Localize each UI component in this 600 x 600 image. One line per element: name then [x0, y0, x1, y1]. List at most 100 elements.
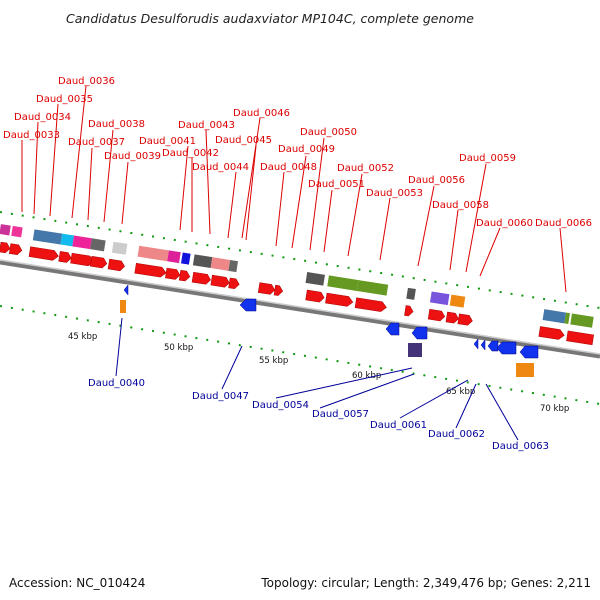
gene-label: Daud_0046 — [233, 108, 290, 119]
gene-arrow — [8, 243, 23, 256]
gene-arrow — [427, 308, 446, 322]
gene-label: Daud_0037 — [68, 137, 125, 148]
feature-block — [111, 241, 128, 255]
gene-label: Daud_0033 — [3, 130, 60, 141]
gene-label: Daud_0062 — [428, 429, 485, 440]
leader-line — [221, 345, 243, 390]
leader-line — [417, 185, 435, 267]
feature-block — [137, 245, 169, 262]
gene-label: Daud_0052 — [337, 163, 394, 174]
leader-line — [485, 383, 519, 441]
gene-arrow — [107, 258, 125, 272]
tick-label-45: 45 kbp — [68, 332, 97, 342]
leader-line — [227, 171, 237, 239]
genome-summary-text: Topology: circular; Length: 2,349,476 bp… — [260, 576, 591, 590]
gene-arrow — [191, 271, 211, 285]
gene-arrow-reverse — [239, 298, 257, 312]
feature-block — [120, 300, 126, 313]
gene-arrow — [89, 256, 108, 269]
gene-label: Daud_0054 — [252, 400, 309, 411]
genome-backbone-highlight — [0, 259, 600, 355]
gene-arrow — [0, 241, 11, 254]
gene-arrow — [134, 262, 167, 278]
leader-line — [319, 373, 415, 409]
gene-arrow — [538, 326, 565, 340]
feature-block — [210, 257, 231, 271]
gene-arrow — [457, 313, 473, 326]
feature-block — [327, 275, 359, 291]
tick-label-65: 65 kbp — [446, 387, 475, 397]
leader-line — [275, 171, 285, 247]
tick-label-60: 60 kbp — [352, 371, 381, 381]
gene-label: Daud_0045 — [215, 135, 272, 146]
feature-block — [408, 343, 422, 357]
leader-line — [347, 173, 363, 257]
genome-backbone — [0, 259, 600, 359]
gene-label: Daud_0038 — [88, 119, 145, 130]
feature-block — [60, 233, 75, 247]
gene-label: Daud_0036 — [58, 76, 115, 87]
gene-arrow — [325, 292, 354, 307]
feature-block — [356, 280, 389, 296]
leader-line — [379, 197, 391, 261]
feature-block — [516, 363, 534, 377]
gene-label: Daud_0035 — [36, 94, 93, 105]
axis-tick-labels: 45 kbp 50 kbp 55 kbp 60 kbp 65 kbp 70 kb… — [68, 332, 569, 414]
gene-arrow-reverse — [487, 340, 499, 352]
forward-genes — [0, 241, 594, 346]
gene-label: Daud_0048 — [260, 162, 317, 173]
gene-label: Daud_0047 — [192, 391, 249, 402]
gene-label: Daud_0050 — [300, 127, 357, 138]
feature-block — [90, 238, 106, 252]
gene-arrow-reverse — [473, 338, 479, 350]
gene-label: Daud_0041 — [139, 136, 196, 147]
tick-label-50: 50 kbp — [164, 343, 193, 353]
feature-block — [167, 250, 181, 264]
gene-label: Daud_0043 — [178, 120, 235, 131]
gene-label: Daud_0044 — [192, 162, 249, 173]
feature-block — [542, 309, 567, 324]
leader-line — [87, 147, 93, 221]
feature-block — [32, 229, 63, 245]
leader-line — [33, 121, 39, 215]
gene-arrow — [28, 246, 59, 261]
leader-line — [103, 129, 114, 223]
feature-band-upper — [0, 224, 594, 328]
gene-arrow — [58, 251, 72, 263]
feature-block — [192, 254, 213, 269]
gene-arrow — [165, 267, 181, 280]
leader-line — [245, 145, 257, 241]
leader-line — [241, 117, 261, 239]
gene-label: Daud_0057 — [312, 409, 369, 420]
gene-arrow-reverse — [385, 322, 400, 336]
gene-arrow — [445, 311, 459, 324]
reverse-genes — [120, 284, 539, 377]
feature-block — [564, 312, 570, 325]
leader-line — [323, 189, 333, 253]
gene-arrow — [257, 282, 276, 295]
leader-line — [291, 155, 307, 249]
leader-line — [49, 103, 59, 217]
upper-leader-lines — [21, 85, 567, 293]
gene-arrow — [566, 330, 594, 346]
gene-arrow-reverse — [480, 339, 486, 351]
gene-label: Daud_0056 — [408, 175, 465, 186]
feature-block — [570, 313, 594, 328]
gene-label: Daud_0058 — [432, 200, 489, 211]
gene-arrow — [404, 305, 414, 317]
leader-line — [559, 227, 567, 293]
feature-block — [305, 272, 325, 286]
gene-arrow — [228, 277, 240, 290]
gene-arrow — [354, 297, 387, 312]
tick-label-70: 70 kbp — [540, 404, 569, 414]
gene-label: Daud_0042 — [162, 148, 219, 159]
gene-arrow — [210, 274, 230, 288]
leader-line — [71, 85, 87, 219]
leader-line — [309, 137, 325, 251]
gene-label: Daud_0059 — [459, 153, 516, 164]
gene-arrow-reverse — [496, 341, 517, 355]
lower-gene-labels: Daud_0040 Daud_0047 Daud_0054 Daud_0057 … — [88, 378, 549, 452]
leader-line — [205, 129, 211, 235]
feature-block — [228, 259, 239, 273]
